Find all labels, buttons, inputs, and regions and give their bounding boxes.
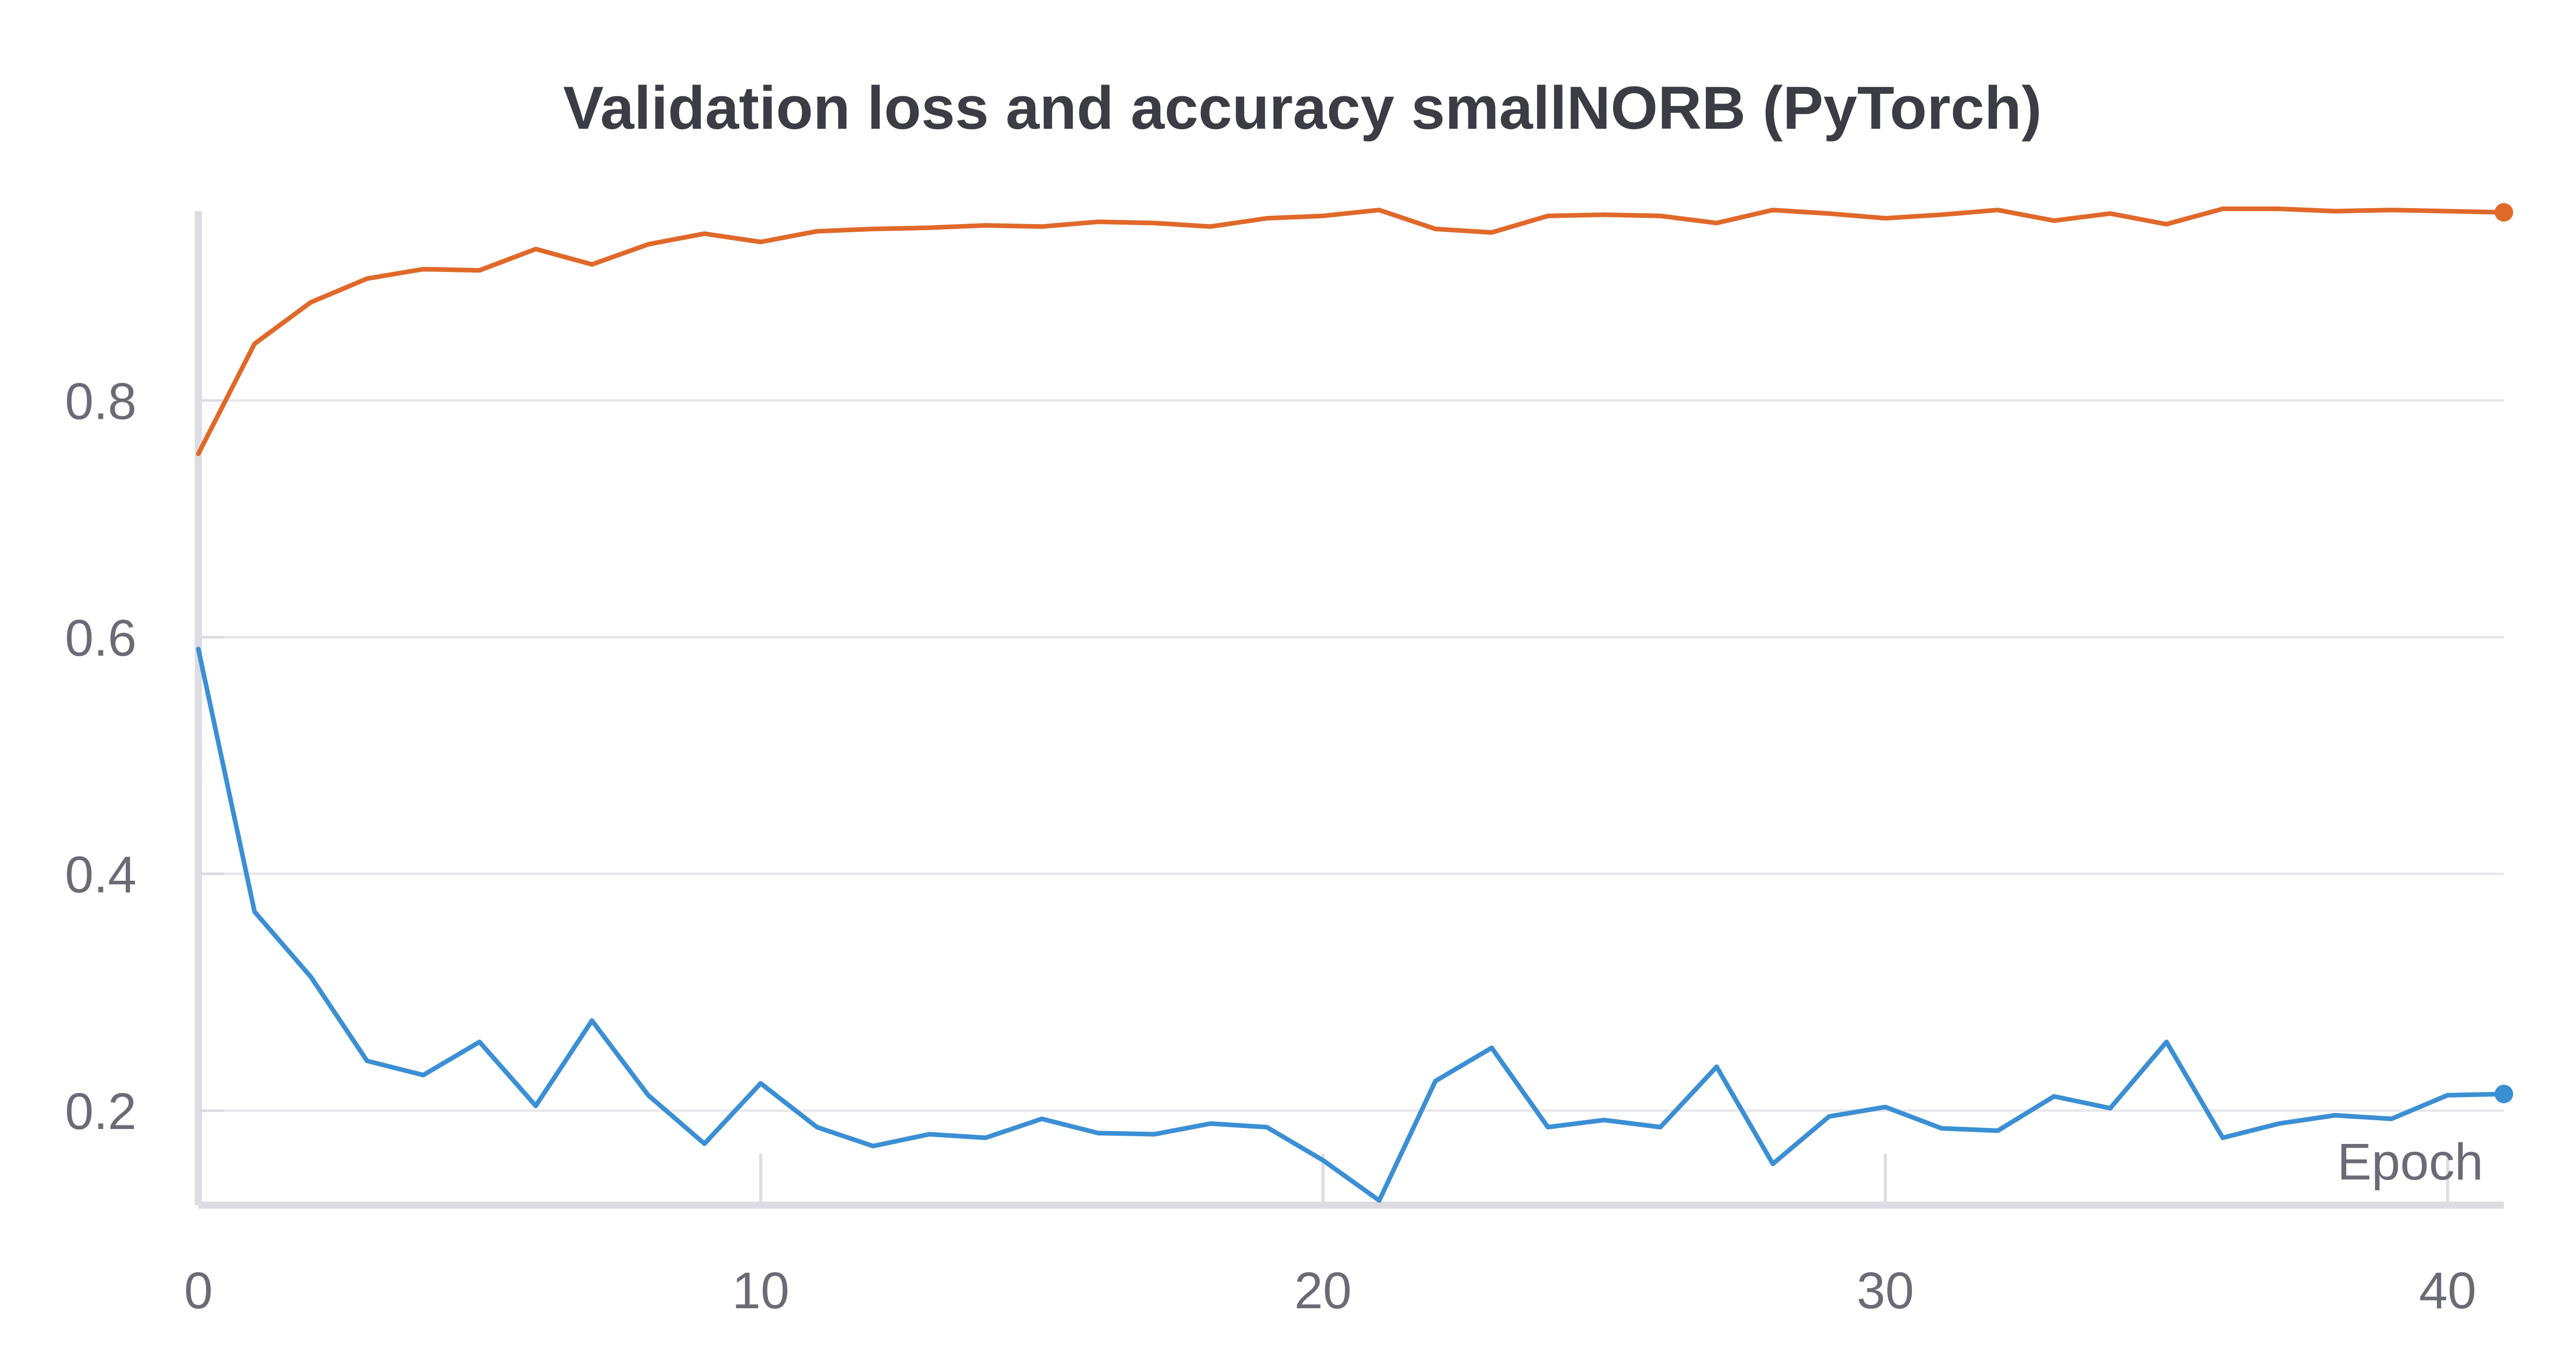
y-tick-label: 0.2 <box>65 1083 137 1140</box>
gridlines <box>198 399 2504 1112</box>
series-end-point-1 <box>2495 203 2513 222</box>
y-axis-ticks: 0.2 0.4 0.6 0.8 <box>65 373 224 1140</box>
axes <box>195 211 2504 1209</box>
y-tick-label: 0.6 <box>65 609 137 667</box>
x-axis-label: Epoch <box>2337 1133 2483 1191</box>
x-tick-label: 10 <box>732 1262 789 1320</box>
series-lines <box>196 203 2513 1203</box>
y-tick-label: 0.4 <box>65 846 137 904</box>
x-axis-ticks: 0 10 20 30 40 <box>184 1154 2476 1320</box>
x-tick-label: 20 <box>1294 1262 1351 1320</box>
chart-title: Validation loss and accuracy smallNORB (… <box>563 74 2042 142</box>
x-tick-label: 30 <box>1857 1262 1914 1320</box>
series-line-2 <box>196 646 2506 1203</box>
series-end-point-2 <box>2495 1085 2513 1104</box>
y-tick-label: 0.8 <box>65 373 137 431</box>
x-tick-label: 0 <box>184 1262 213 1320</box>
series-line-1 <box>196 206 2506 456</box>
x-tick-label: 40 <box>2419 1262 2476 1320</box>
